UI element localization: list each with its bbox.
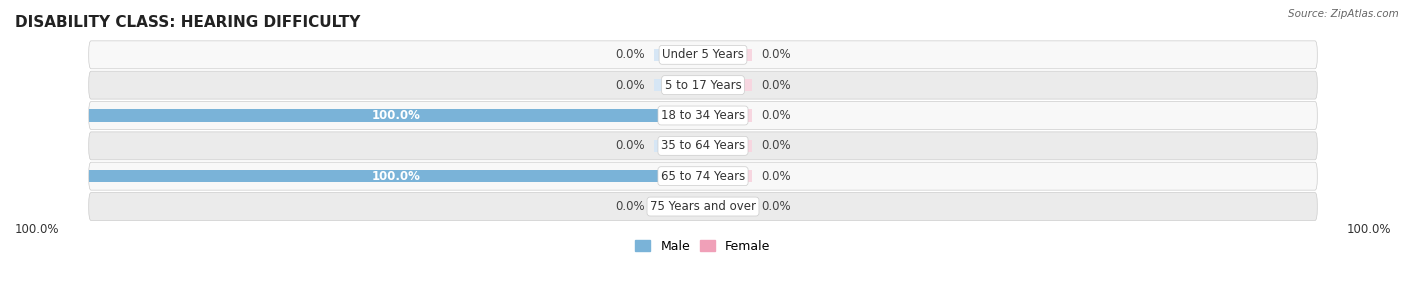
Bar bbox=[654, 79, 703, 91]
Text: 0.0%: 0.0% bbox=[762, 170, 792, 183]
Text: Under 5 Years: Under 5 Years bbox=[662, 48, 744, 61]
Bar bbox=[703, 140, 752, 152]
Bar bbox=[703, 49, 752, 61]
Text: Source: ZipAtlas.com: Source: ZipAtlas.com bbox=[1288, 9, 1399, 19]
Bar bbox=[703, 200, 752, 213]
FancyBboxPatch shape bbox=[89, 71, 1317, 99]
FancyBboxPatch shape bbox=[89, 192, 1317, 221]
Bar bbox=[703, 170, 752, 182]
Text: 35 to 64 Years: 35 to 64 Years bbox=[661, 139, 745, 152]
Text: 0.0%: 0.0% bbox=[614, 48, 644, 61]
Text: 100.0%: 100.0% bbox=[371, 170, 420, 183]
Text: 75 Years and over: 75 Years and over bbox=[650, 200, 756, 213]
Text: 5 to 17 Years: 5 to 17 Years bbox=[665, 79, 741, 92]
Text: 0.0%: 0.0% bbox=[762, 200, 792, 213]
Text: 0.0%: 0.0% bbox=[762, 79, 792, 92]
Bar bbox=[703, 79, 752, 91]
Text: 0.0%: 0.0% bbox=[614, 79, 644, 92]
Bar bbox=[703, 109, 752, 121]
Text: 100.0%: 100.0% bbox=[1347, 223, 1391, 236]
Bar bbox=[654, 170, 703, 182]
Text: 0.0%: 0.0% bbox=[762, 109, 792, 122]
Bar bbox=[654, 109, 703, 121]
Text: 0.0%: 0.0% bbox=[762, 48, 792, 61]
Text: 100.0%: 100.0% bbox=[371, 109, 420, 122]
FancyBboxPatch shape bbox=[89, 132, 1317, 160]
Text: 0.0%: 0.0% bbox=[762, 139, 792, 152]
FancyBboxPatch shape bbox=[89, 41, 1317, 69]
FancyBboxPatch shape bbox=[89, 162, 1317, 190]
Bar bbox=[654, 49, 703, 61]
Text: DISABILITY CLASS: HEARING DIFFICULTY: DISABILITY CLASS: HEARING DIFFICULTY bbox=[15, 15, 360, 30]
Text: 18 to 34 Years: 18 to 34 Years bbox=[661, 109, 745, 122]
Legend: Male, Female: Male, Female bbox=[630, 235, 776, 258]
FancyBboxPatch shape bbox=[89, 102, 1317, 129]
Bar bbox=[89, 109, 703, 121]
Bar bbox=[89, 170, 703, 182]
Text: 100.0%: 100.0% bbox=[15, 223, 59, 236]
Bar bbox=[654, 200, 703, 213]
Text: 0.0%: 0.0% bbox=[614, 139, 644, 152]
Text: 65 to 74 Years: 65 to 74 Years bbox=[661, 170, 745, 183]
Bar bbox=[654, 140, 703, 152]
Text: 0.0%: 0.0% bbox=[614, 200, 644, 213]
